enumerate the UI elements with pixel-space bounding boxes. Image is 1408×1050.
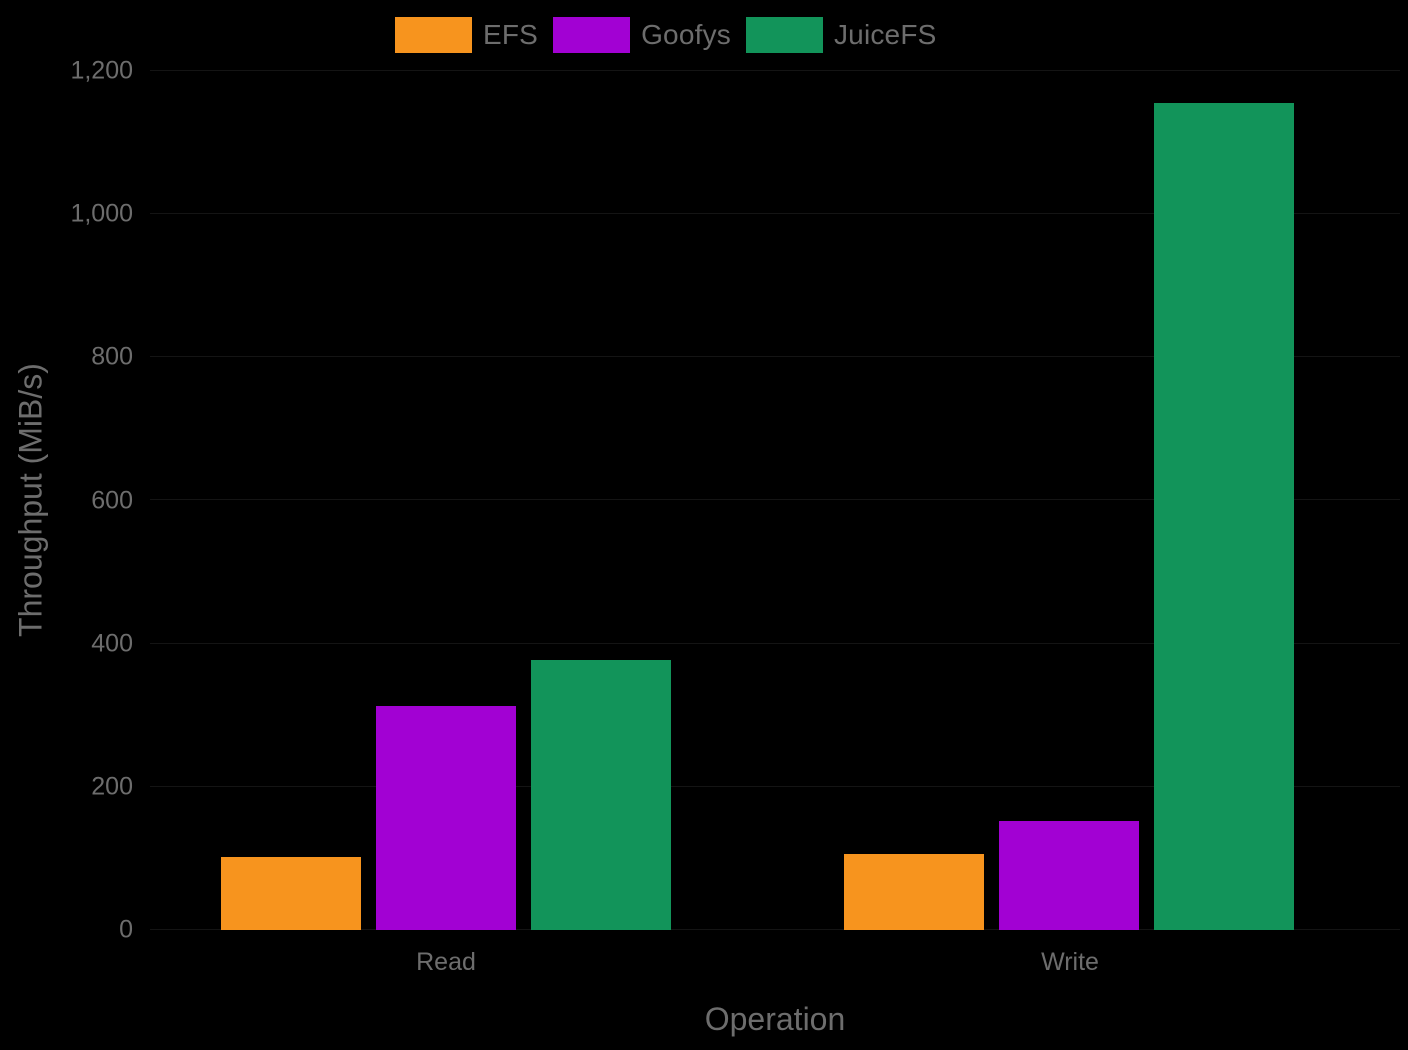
bar-read-juicefs[interactable]	[531, 660, 671, 930]
y-tick-label-400: 400	[91, 629, 133, 658]
legend-swatch-goofys	[553, 17, 631, 53]
y-tick-label-600: 600	[91, 486, 133, 515]
bar-read-goofys[interactable]	[376, 706, 516, 930]
gridline-0	[150, 929, 1400, 930]
legend-swatch-juicefs	[745, 17, 823, 53]
bar-read-efs[interactable]	[221, 857, 361, 930]
legend-item-goofys[interactable]: Goofys	[553, 17, 731, 53]
bar-write-juicefs[interactable]	[1154, 103, 1294, 930]
x-axis-title: Operation	[704, 1001, 846, 1037]
y-tick-label-1000: 1,000	[70, 199, 133, 228]
legend-item-juicefs[interactable]: JuiceFS	[745, 17, 937, 53]
y-tick-label-0: 0	[119, 915, 133, 944]
bar-write-goofys[interactable]	[999, 821, 1139, 930]
legend-label-goofys: Goofys	[641, 19, 731, 50]
y-axis-title: Throughput (MiB/s)	[12, 363, 49, 637]
gridline-200	[150, 786, 1400, 787]
x-tick-write: Write	[1041, 948, 1099, 976]
gridline-1200	[150, 70, 1400, 71]
gridline-1000	[150, 213, 1400, 214]
bar-write-efs[interactable]	[844, 854, 984, 930]
legend: EFS Goofys JuiceFS	[395, 17, 952, 53]
x-tick-read: Read	[416, 948, 476, 976]
gridline-400	[150, 643, 1400, 644]
legend-label-juicefs: JuiceFS	[833, 19, 937, 50]
gridline-800	[150, 356, 1400, 357]
gridline-600	[150, 499, 1400, 500]
legend-swatch-efs	[395, 17, 472, 53]
legend-item-efs[interactable]: EFS	[395, 17, 538, 53]
y-tick-label-800: 800	[91, 342, 133, 371]
y-tick-label-200: 200	[91, 772, 133, 801]
plot-area	[150, 70, 1400, 930]
y-tick-label-1200: 1,200	[70, 56, 133, 85]
legend-label-efs: EFS	[483, 19, 539, 50]
